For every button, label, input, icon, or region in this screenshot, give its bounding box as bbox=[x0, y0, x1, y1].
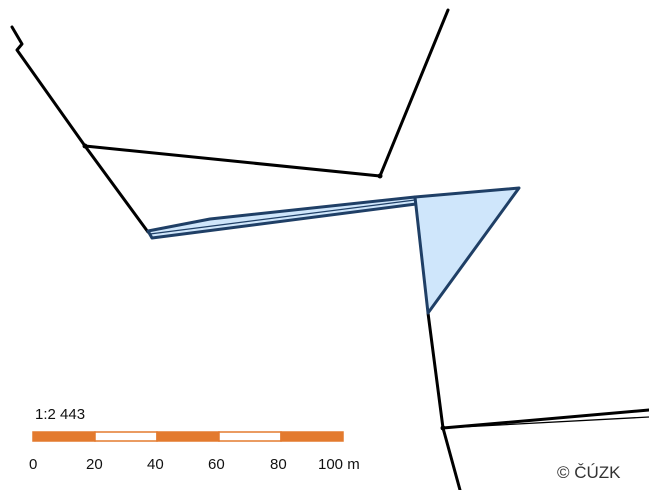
scale-tick-label: 40 bbox=[147, 456, 164, 473]
scale-tick-label: 0 bbox=[29, 456, 37, 473]
parcel-boundaries bbox=[10, 8, 649, 490]
parcel-line-top bbox=[378, 8, 450, 178]
scale-bar-segments bbox=[32, 431, 344, 442]
vertex-points bbox=[82, 143, 446, 431]
copyright-label: © ČÚZK bbox=[557, 463, 621, 482]
scale-segment bbox=[32, 431, 96, 442]
scale-ratio-label: 1:2 443 bbox=[35, 406, 85, 423]
vertex-point bbox=[377, 173, 383, 179]
scale-segment bbox=[156, 431, 220, 442]
parcel-line-lower-right bbox=[441, 408, 649, 430]
scale-tick-label: 100 m bbox=[318, 456, 360, 473]
scale-segment bbox=[218, 431, 282, 442]
scale-tick-label: 80 bbox=[270, 456, 287, 473]
scale-bar: 1:2 443 0 20 40 60 80 100 m bbox=[29, 406, 360, 473]
vertex-point bbox=[82, 143, 88, 149]
highlighted-parcel-inner-line bbox=[149, 199, 416, 235]
scale-segment bbox=[94, 431, 158, 442]
vertex-point bbox=[440, 425, 446, 431]
parcel-line-left bbox=[10, 25, 150, 234]
parcel-line-lower-right-thin bbox=[442, 416, 649, 429]
scale-segment bbox=[280, 431, 344, 442]
highlighted-parcel-triangle[interactable] bbox=[413, 186, 521, 315]
scale-tick-label: 20 bbox=[86, 456, 103, 473]
parcel-line-middle bbox=[83, 144, 382, 178]
scale-tick-label: 60 bbox=[208, 456, 225, 473]
